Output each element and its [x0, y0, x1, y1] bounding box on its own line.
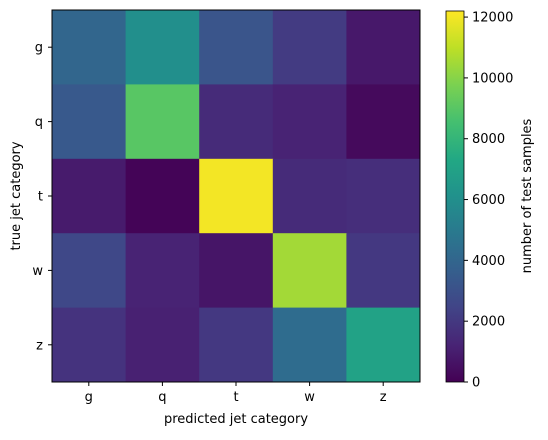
y-tick-label: q	[35, 115, 43, 130]
heatmap-cell-q-q	[125, 84, 200, 160]
x-axis-label: predicted jet category	[164, 412, 308, 427]
colorbar-tick-label: 2000	[472, 315, 505, 330]
colorbar-tick-label: 4000	[472, 254, 505, 269]
colorbar-label: number of test samples	[520, 118, 535, 273]
colorbar-tick-label: 10000	[472, 71, 513, 86]
heatmap-cell-t-q	[125, 158, 200, 234]
y-tick-label: t	[38, 190, 43, 205]
colorbar	[445, 10, 465, 383]
colorbar-tick-label: 6000	[472, 193, 505, 208]
heatmap-cell-q-w	[272, 84, 347, 160]
colorbar-tick-label: 12000	[472, 11, 513, 26]
heatmap-cell-z-z	[346, 307, 421, 383]
x-tick-label: t	[233, 390, 238, 405]
y-axis-label: true jet category	[9, 141, 24, 250]
x-tick-label: q	[158, 390, 166, 405]
x-tick-label: w	[304, 390, 315, 405]
x-tick-label: g	[85, 390, 93, 405]
y-tick-label: z	[36, 338, 43, 353]
heatmap-cells	[52, 10, 421, 383]
y-axis-ticks: g q t w z	[32, 41, 52, 353]
heatmap-cell-g-t	[199, 10, 274, 85]
heatmap-cell-g-q	[125, 10, 200, 85]
heatmap-cell-z-t	[199, 307, 274, 383]
heatmap-cell-w-w	[272, 233, 347, 309]
heatmap-cell-g-z	[346, 10, 421, 85]
y-tick-label: w	[32, 264, 43, 279]
heatmap-cell-w-q	[125, 233, 200, 309]
colorbar-tick-label: 0	[472, 376, 480, 391]
heatmap-cell-q-t	[199, 84, 274, 160]
colorbar-tick-label: 8000	[472, 132, 505, 147]
heatmap-cell-g-w	[272, 10, 347, 85]
y-tick-label: g	[35, 41, 43, 56]
heatmap-cell-w-g	[52, 233, 127, 309]
heatmap-cell-z-w	[272, 307, 347, 383]
heatmap-cell-t-g	[52, 158, 127, 234]
heatmap-cell-t-t	[199, 158, 274, 234]
heatmap-cell-z-g	[52, 307, 127, 383]
heatmap-cell-t-z	[346, 158, 421, 234]
x-tick-label: z	[380, 390, 387, 405]
heatmap-cell-q-z	[346, 84, 421, 160]
heatmap-cell-w-t	[199, 233, 274, 309]
heatmap-cell-w-z	[346, 233, 421, 309]
heatmap-cell-q-g	[52, 84, 127, 160]
colorbar-ticks: 0 2000 4000 6000 8000 10000 12000	[464, 11, 513, 391]
heatmap-cell-g-g	[52, 10, 127, 85]
heatmap-cell-t-w	[272, 158, 347, 234]
heatmap-cell-z-q	[125, 307, 200, 383]
